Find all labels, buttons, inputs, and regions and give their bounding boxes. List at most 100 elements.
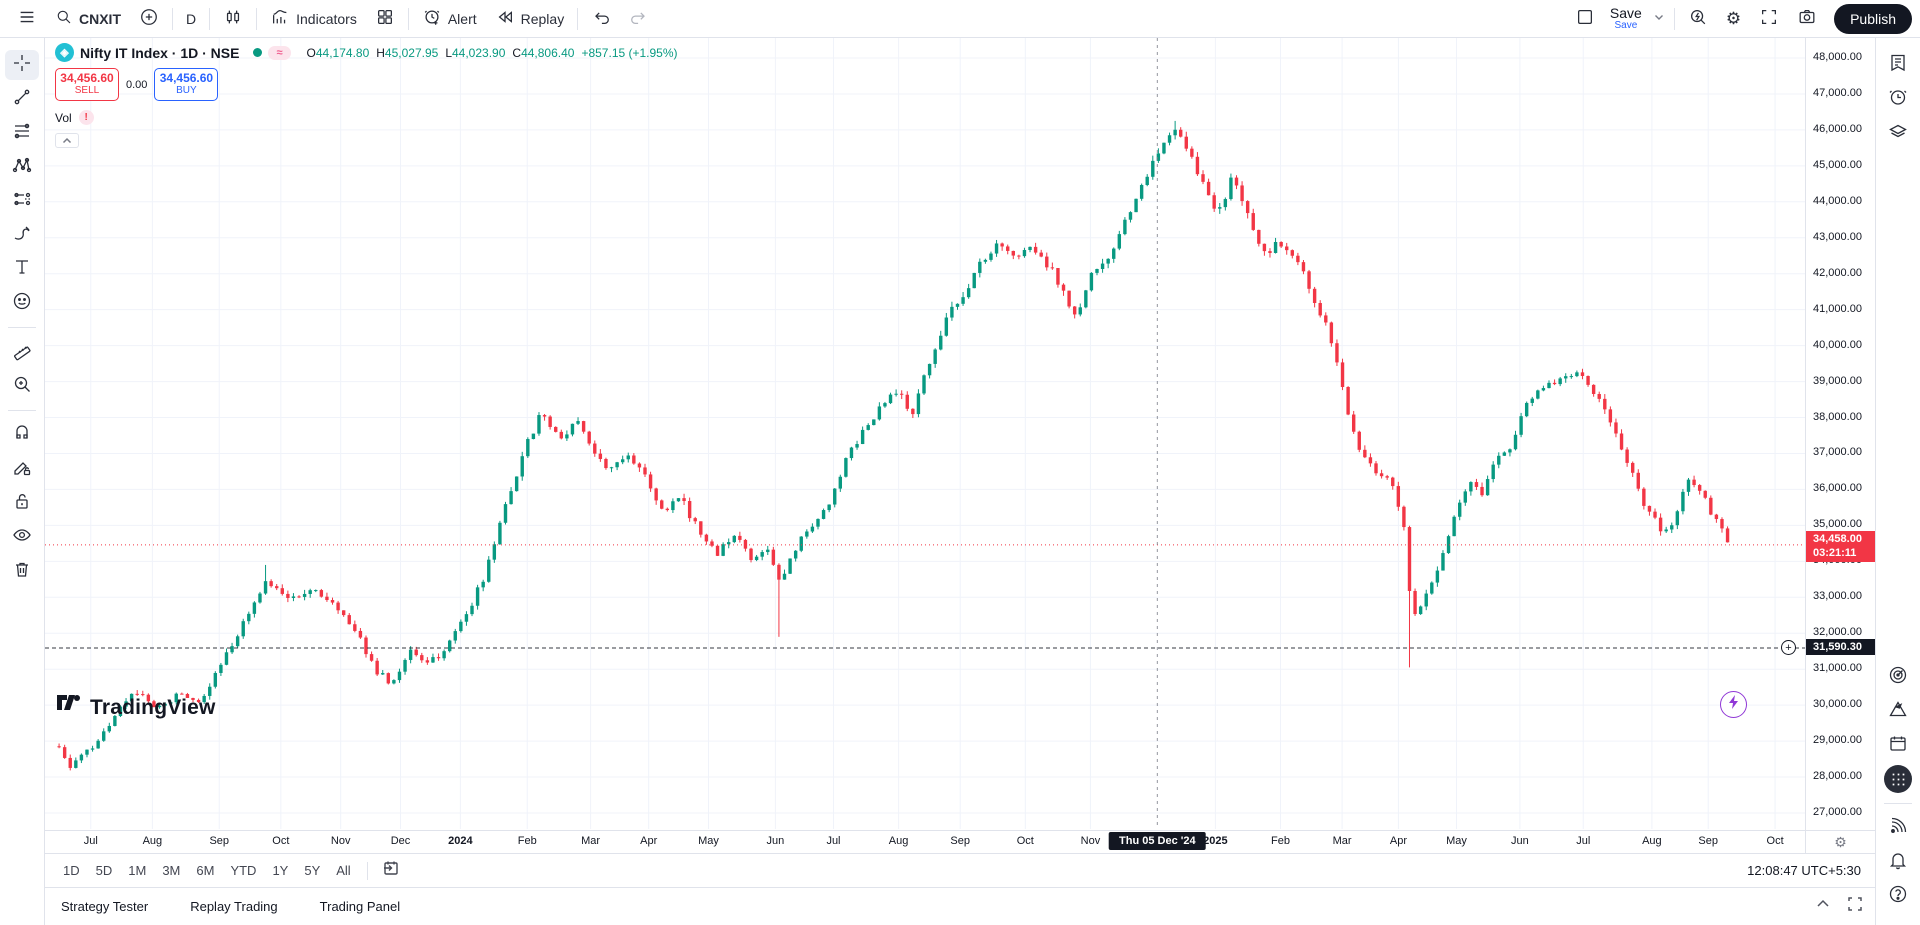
range-button-1y[interactable]: 1Y <box>272 863 289 878</box>
range-button-6m[interactable]: 6M <box>196 863 215 878</box>
range-button-5y[interactable]: 5Y <box>304 863 321 878</box>
ruler-icon <box>11 339 33 366</box>
time-tick-label: Feb <box>1271 835 1290 847</box>
toolbar-separator <box>1673 7 1675 30</box>
save-button[interactable]: Save Save <box>1604 4 1648 33</box>
drawing-mode-lock-button[interactable] <box>5 454 39 484</box>
sell-button[interactable]: 34,456.60 SELL <box>55 68 119 102</box>
brush-tool-button[interactable] <box>5 220 39 250</box>
alerts-panel-button[interactable] <box>1881 84 1915 114</box>
community-button[interactable] <box>1881 764 1915 794</box>
crosshair-tool-button[interactable] <box>5 50 39 80</box>
position-tool-button[interactable] <box>5 186 39 216</box>
streams-button[interactable] <box>1881 813 1915 843</box>
panel-maximize-button[interactable] <box>1847 896 1863 917</box>
range-button-1d[interactable]: 1D <box>63 863 80 878</box>
search-icon <box>55 8 73 29</box>
symbol-name: CNXIT <box>79 10 121 27</box>
range-button-5d[interactable]: 5D <box>95 863 113 878</box>
clock-timestamp[interactable]: 12:08:47 UTC+5:30 <box>1747 863 1861 878</box>
top-toolbar-left: CNXIT D Indicators <box>8 0 658 37</box>
ideas-button[interactable] <box>1881 696 1915 726</box>
hotlists-button[interactable] <box>1881 662 1915 692</box>
market-status-dot-icon[interactable] <box>253 48 263 57</box>
magnet-tool-button[interactable] <box>5 420 39 450</box>
volume-warning-icon[interactable]: ! <box>78 110 94 126</box>
range-button-3m[interactable]: 3M <box>162 863 181 878</box>
buy-price: 34,456.60 <box>159 71 214 85</box>
add-alert-plus-icon[interactable]: + <box>1781 640 1796 656</box>
price-tick-label: 30,000.00 <box>1813 698 1862 711</box>
settings-button[interactable]: ⚙ <box>1717 4 1750 34</box>
lock-all-drawings-button[interactable] <box>5 488 39 518</box>
bar-countdown: 03:21:11 <box>1813 546 1857 559</box>
axis-settings-button[interactable]: ⚙ <box>1805 831 1875 853</box>
symbol-search-button[interactable]: CNXIT <box>46 4 130 34</box>
quick-trade-button[interactable] <box>1720 691 1747 718</box>
snapshot-button[interactable] <box>1788 4 1826 34</box>
zoom-in-tool-button[interactable] <box>5 371 39 401</box>
tab-replay-trading[interactable]: Replay Trading <box>190 899 278 914</box>
range-button-all[interactable]: All <box>336 863 351 878</box>
tab-strategy-tester[interactable]: Strategy Tester <box>61 899 149 914</box>
save-label: Save <box>1609 4 1642 21</box>
alert-button[interactable]: Alert <box>413 4 486 34</box>
save-menu-button[interactable] <box>1648 4 1670 34</box>
low-value: 44,023.90 <box>452 45 506 60</box>
time-tick-label: Jul <box>83 835 98 847</box>
price-tick-label: 40,000.00 <box>1813 338 1862 351</box>
measure-tool-button[interactable] <box>5 337 39 367</box>
tab-trading-panel[interactable]: Trading Panel <box>319 899 401 914</box>
emoji-tool-button[interactable] <box>5 288 39 318</box>
trend-line-tool-button[interactable] <box>5 84 39 114</box>
redo-button[interactable] <box>620 4 658 34</box>
remove-drawings-button[interactable] <box>5 556 39 586</box>
trash-icon <box>11 558 33 585</box>
undo-button[interactable] <box>582 4 620 34</box>
go-to-date-button[interactable] <box>376 856 406 885</box>
hide-drawings-button[interactable] <box>5 522 39 552</box>
quick-search-button[interactable] <box>1679 4 1717 34</box>
price-axis[interactable]: 34,458.00 03:21:11 31,590.30 27,000.00 28… <box>1805 38 1875 830</box>
compare-add-button[interactable] <box>130 4 168 34</box>
symbol-title[interactable]: Nifty IT Index · 1D · NSE <box>80 44 240 61</box>
layout-select-button[interactable] <box>1566 4 1604 34</box>
chart-plot-area[interactable]: ◈ Nifty IT Index · 1D · NSE ≈ O44,174.80… <box>45 38 1805 830</box>
time-axis[interactable]: Thu 05 Dec '24 Jul Aug Sep Oct Nov Dec 2024 Feb… <box>45 830 1875 853</box>
range-button-1m[interactable]: 1M <box>128 863 147 878</box>
symbol-logo-icon: ◈ <box>55 43 74 62</box>
emoji-icon <box>11 290 33 317</box>
fullscreen-button[interactable] <box>1750 4 1788 34</box>
legend-collapse-button[interactable] <box>55 133 79 149</box>
right-sidebar-toolbar <box>1875 38 1920 925</box>
chart-type-button[interactable] <box>214 4 252 34</box>
range-button-ytd[interactable]: YTD <box>230 863 257 878</box>
panel-expand-button[interactable] <box>1815 896 1831 917</box>
toolbar-separator <box>8 410 36 411</box>
hide-drawings-eye-icon <box>11 524 33 551</box>
text-tool-button[interactable] <box>5 254 39 284</box>
calendar-button[interactable] <box>1881 730 1915 760</box>
approx-data-badge[interactable]: ≈ <box>268 45 291 60</box>
volume-label[interactable]: Vol <box>55 110 72 125</box>
time-tick-label: Aug <box>142 835 163 847</box>
multichart-layout-button[interactable] <box>366 4 404 34</box>
text-icon <box>11 256 33 283</box>
top-toolbar-right: Save Save ⚙ <box>1566 0 1912 37</box>
magnet-icon <box>11 422 33 449</box>
replay-button[interactable]: Replay <box>486 4 574 34</box>
publish-button[interactable]: Publish <box>1834 3 1912 34</box>
indicators-button[interactable]: Indicators <box>261 4 366 34</box>
lock-icon <box>11 490 33 517</box>
pattern-tool-button[interactable] <box>5 152 39 182</box>
buy-button[interactable]: 34,456.60 BUY <box>154 68 219 102</box>
fib-retracement-tool-button[interactable] <box>5 118 39 148</box>
main-menu-button[interactable] <box>8 4 46 34</box>
notifications-button[interactable] <box>1881 847 1915 877</box>
watchlist-button[interactable] <box>1881 50 1915 80</box>
object-tree-button[interactable] <box>1881 118 1915 148</box>
help-button[interactable] <box>1881 881 1915 911</box>
toolbar-separator <box>172 7 173 30</box>
interval-button[interactable]: D <box>177 4 205 34</box>
price-tick-label: 33,000.00 <box>1813 590 1862 603</box>
